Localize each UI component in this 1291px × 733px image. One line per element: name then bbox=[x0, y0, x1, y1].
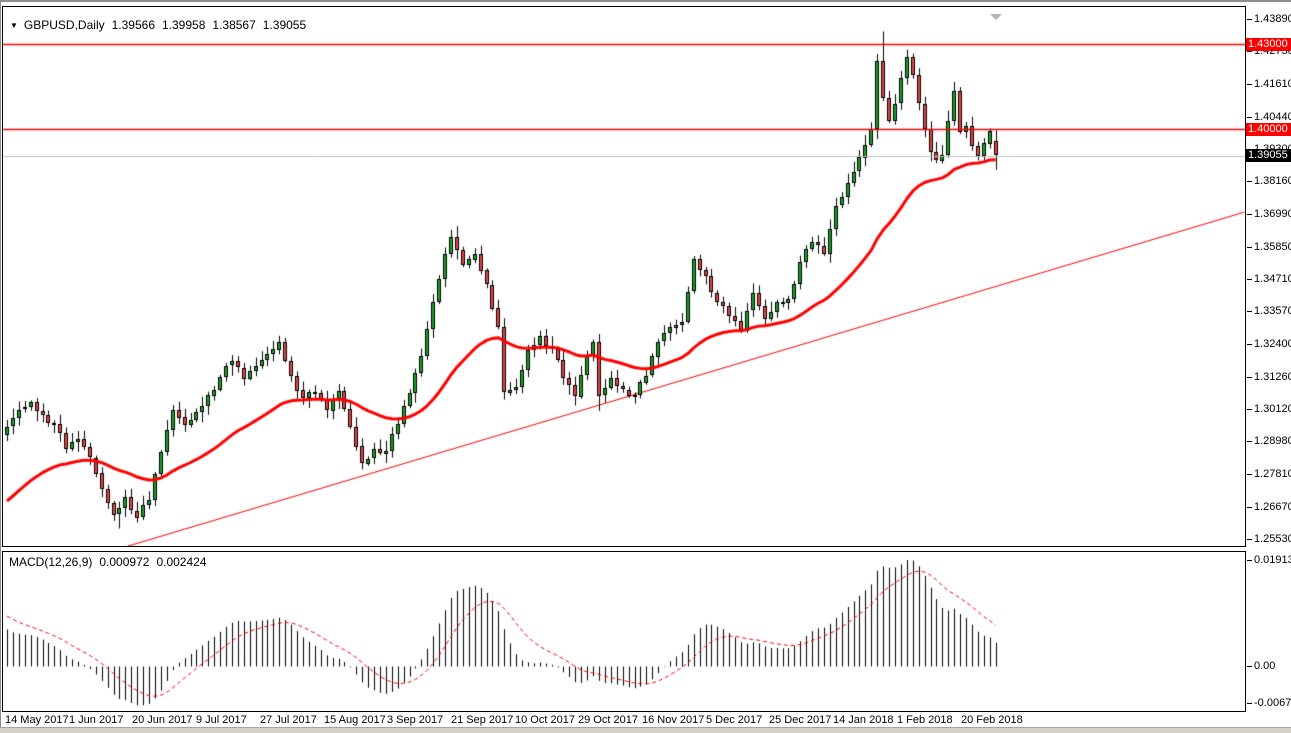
date-label: 14 May 2017 bbox=[5, 714, 69, 726]
price-tick-dash bbox=[1247, 19, 1252, 20]
price-tick-dash bbox=[1247, 84, 1252, 85]
macd-indicator-panel[interactable]: MACD(12,26,9) 0.000972 0.002424 bbox=[2, 551, 1246, 712]
window-bottom-edge bbox=[0, 727, 1291, 733]
chart-shift-marker-icon[interactable] bbox=[990, 14, 1002, 20]
date-label: 15 Aug 2017 bbox=[324, 714, 386, 726]
price-tick-dash bbox=[1247, 311, 1252, 312]
readout-close: 1.39055 bbox=[262, 18, 307, 32]
price-chart-panel[interactable]: ▼ GBPUSD,Daily 1.39566 1.39958 1.38567 1.3905… bbox=[2, 6, 1246, 547]
date-label: 1 Jun 2017 bbox=[69, 714, 124, 726]
macd-canvas[interactable] bbox=[3, 552, 1245, 709]
macd-title: MACD(12,26,9) 0.000972 0.002424 bbox=[9, 555, 207, 569]
date-label: 9 Jul 2017 bbox=[196, 714, 247, 726]
price-tick-label: 1.32400 bbox=[1254, 338, 1291, 350]
price-tick-label: 1.30120 bbox=[1254, 403, 1291, 415]
price-tick-label: 1.36990 bbox=[1254, 208, 1291, 220]
price-tick-dash bbox=[1247, 279, 1252, 280]
date-label: 5 Dec 2017 bbox=[706, 714, 763, 726]
price-tick-label: 1.25530 bbox=[1254, 533, 1291, 545]
readout-low: 1.38567 bbox=[212, 18, 256, 32]
date-label: 3 Sep 2017 bbox=[387, 714, 444, 726]
date-label: 29 Oct 2017 bbox=[578, 714, 638, 726]
price-tick-dash bbox=[1247, 247, 1252, 248]
macd-tick-dash bbox=[1247, 666, 1252, 667]
date-label: 27 Jul 2017 bbox=[260, 714, 317, 726]
hline-price-label-1.40: 1.40000 bbox=[1246, 123, 1291, 136]
macd-tick-label: 0.00 bbox=[1254, 660, 1276, 672]
price-tick-dash bbox=[1247, 51, 1252, 52]
price-chart-canvas[interactable] bbox=[3, 7, 1245, 546]
readout-high: 1.39958 bbox=[162, 18, 206, 32]
price-tick-dash bbox=[1247, 344, 1252, 345]
window-top-edge bbox=[0, 0, 1291, 2]
price-tick-dash bbox=[1247, 474, 1252, 475]
price-tick-label: 1.38160 bbox=[1254, 175, 1291, 187]
price-tick-label: 1.41610 bbox=[1254, 78, 1291, 90]
window-left-edge bbox=[0, 0, 1, 733]
price-tick-dash bbox=[1247, 507, 1252, 508]
date-label: 25 Dec 2017 bbox=[769, 714, 832, 726]
price-tick-dash bbox=[1247, 539, 1252, 540]
price-tick-dash bbox=[1247, 181, 1252, 182]
price-tick-label: 1.27810 bbox=[1254, 468, 1291, 480]
price-tick-label: 1.31260 bbox=[1254, 371, 1291, 383]
price-tick-dash bbox=[1247, 214, 1252, 215]
date-label: 16 Nov 2017 bbox=[642, 714, 705, 726]
price-tick-label: 1.40440 bbox=[1254, 111, 1291, 123]
macd-tick-dash bbox=[1247, 560, 1252, 561]
price-tick-label: 1.33570 bbox=[1254, 305, 1291, 317]
date-label: 10 Oct 2017 bbox=[515, 714, 575, 726]
date-label: 1 Feb 2018 bbox=[897, 714, 953, 726]
hline-price-label-1.43: 1.43000 bbox=[1246, 38, 1291, 51]
macd-label: MACD(12,26,9) bbox=[9, 555, 93, 569]
current-price-label: 1.39055 bbox=[1246, 149, 1291, 162]
price-tick-dash bbox=[1247, 377, 1252, 378]
macd-main-value: 0.000972 bbox=[99, 555, 150, 569]
price-tick-dash bbox=[1247, 409, 1252, 410]
dropdown-triangle-icon[interactable]: ▼ bbox=[10, 21, 18, 30]
price-tick-label: 1.26670 bbox=[1254, 501, 1291, 513]
date-label: 20 Jun 2017 bbox=[132, 714, 193, 726]
price-tick-dash bbox=[1247, 117, 1252, 118]
macd-tick-label: 0.019133 bbox=[1254, 554, 1291, 566]
price-tick-label: 1.28980 bbox=[1254, 435, 1291, 447]
symbol-period-label: GBPUSD,Daily bbox=[23, 18, 105, 32]
macd-signal-value: 0.002424 bbox=[156, 555, 207, 569]
readout-open: 1.39566 bbox=[111, 18, 155, 32]
price-tick-label: 1.43890 bbox=[1254, 13, 1291, 25]
symbol-readout: ▼ GBPUSD,Daily 1.39566 1.39958 1.38567 1.3905… bbox=[10, 18, 306, 32]
date-label: 21 Sep 2017 bbox=[451, 714, 514, 726]
macd-tick-dash bbox=[1247, 703, 1252, 704]
date-label: 14 Jan 2018 bbox=[833, 714, 894, 726]
price-tick-dash bbox=[1247, 441, 1252, 442]
date-label: 20 Feb 2018 bbox=[961, 714, 1023, 726]
macd-tick-label: -0.006718 bbox=[1254, 697, 1291, 709]
price-tick-label: 1.35850 bbox=[1254, 241, 1291, 253]
price-tick-label: 1.34710 bbox=[1254, 273, 1291, 285]
